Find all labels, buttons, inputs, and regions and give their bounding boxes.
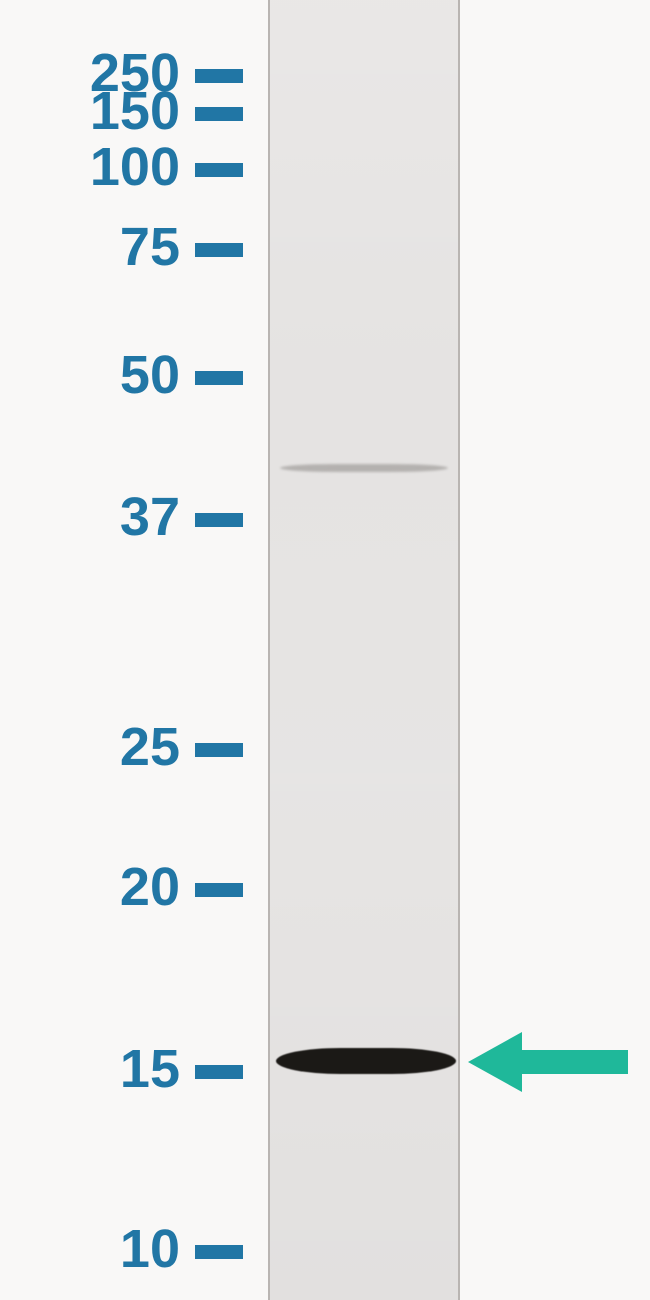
- ladder-label: 100: [90, 140, 180, 194]
- ladder-tick: [195, 107, 243, 121]
- arrow-shaft: [520, 1050, 628, 1074]
- ladder-tick: [195, 371, 243, 385]
- ladder-tick: [195, 1065, 243, 1079]
- blot-lane: [268, 0, 460, 1300]
- ladder-tick: [195, 1245, 243, 1259]
- ladder-tick: [195, 743, 243, 757]
- protein-band: [276, 1048, 456, 1074]
- ladder-label: 20: [120, 860, 180, 914]
- ladder-tick: [195, 163, 243, 177]
- ladder-label: 75: [120, 220, 180, 274]
- ladder-label: 150: [90, 84, 180, 138]
- ladder-label: 15: [120, 1042, 180, 1096]
- ladder-label: 37: [120, 490, 180, 544]
- ladder-tick: [195, 243, 243, 257]
- protein-band: [280, 464, 448, 472]
- ladder-label: 10: [120, 1222, 180, 1276]
- ladder-label: 25: [120, 720, 180, 774]
- ladder-label: 50: [120, 348, 180, 402]
- arrow-head-icon: [468, 1032, 522, 1092]
- ladder-tick: [195, 883, 243, 897]
- ladder-tick: [195, 513, 243, 527]
- ladder-tick: [195, 69, 243, 83]
